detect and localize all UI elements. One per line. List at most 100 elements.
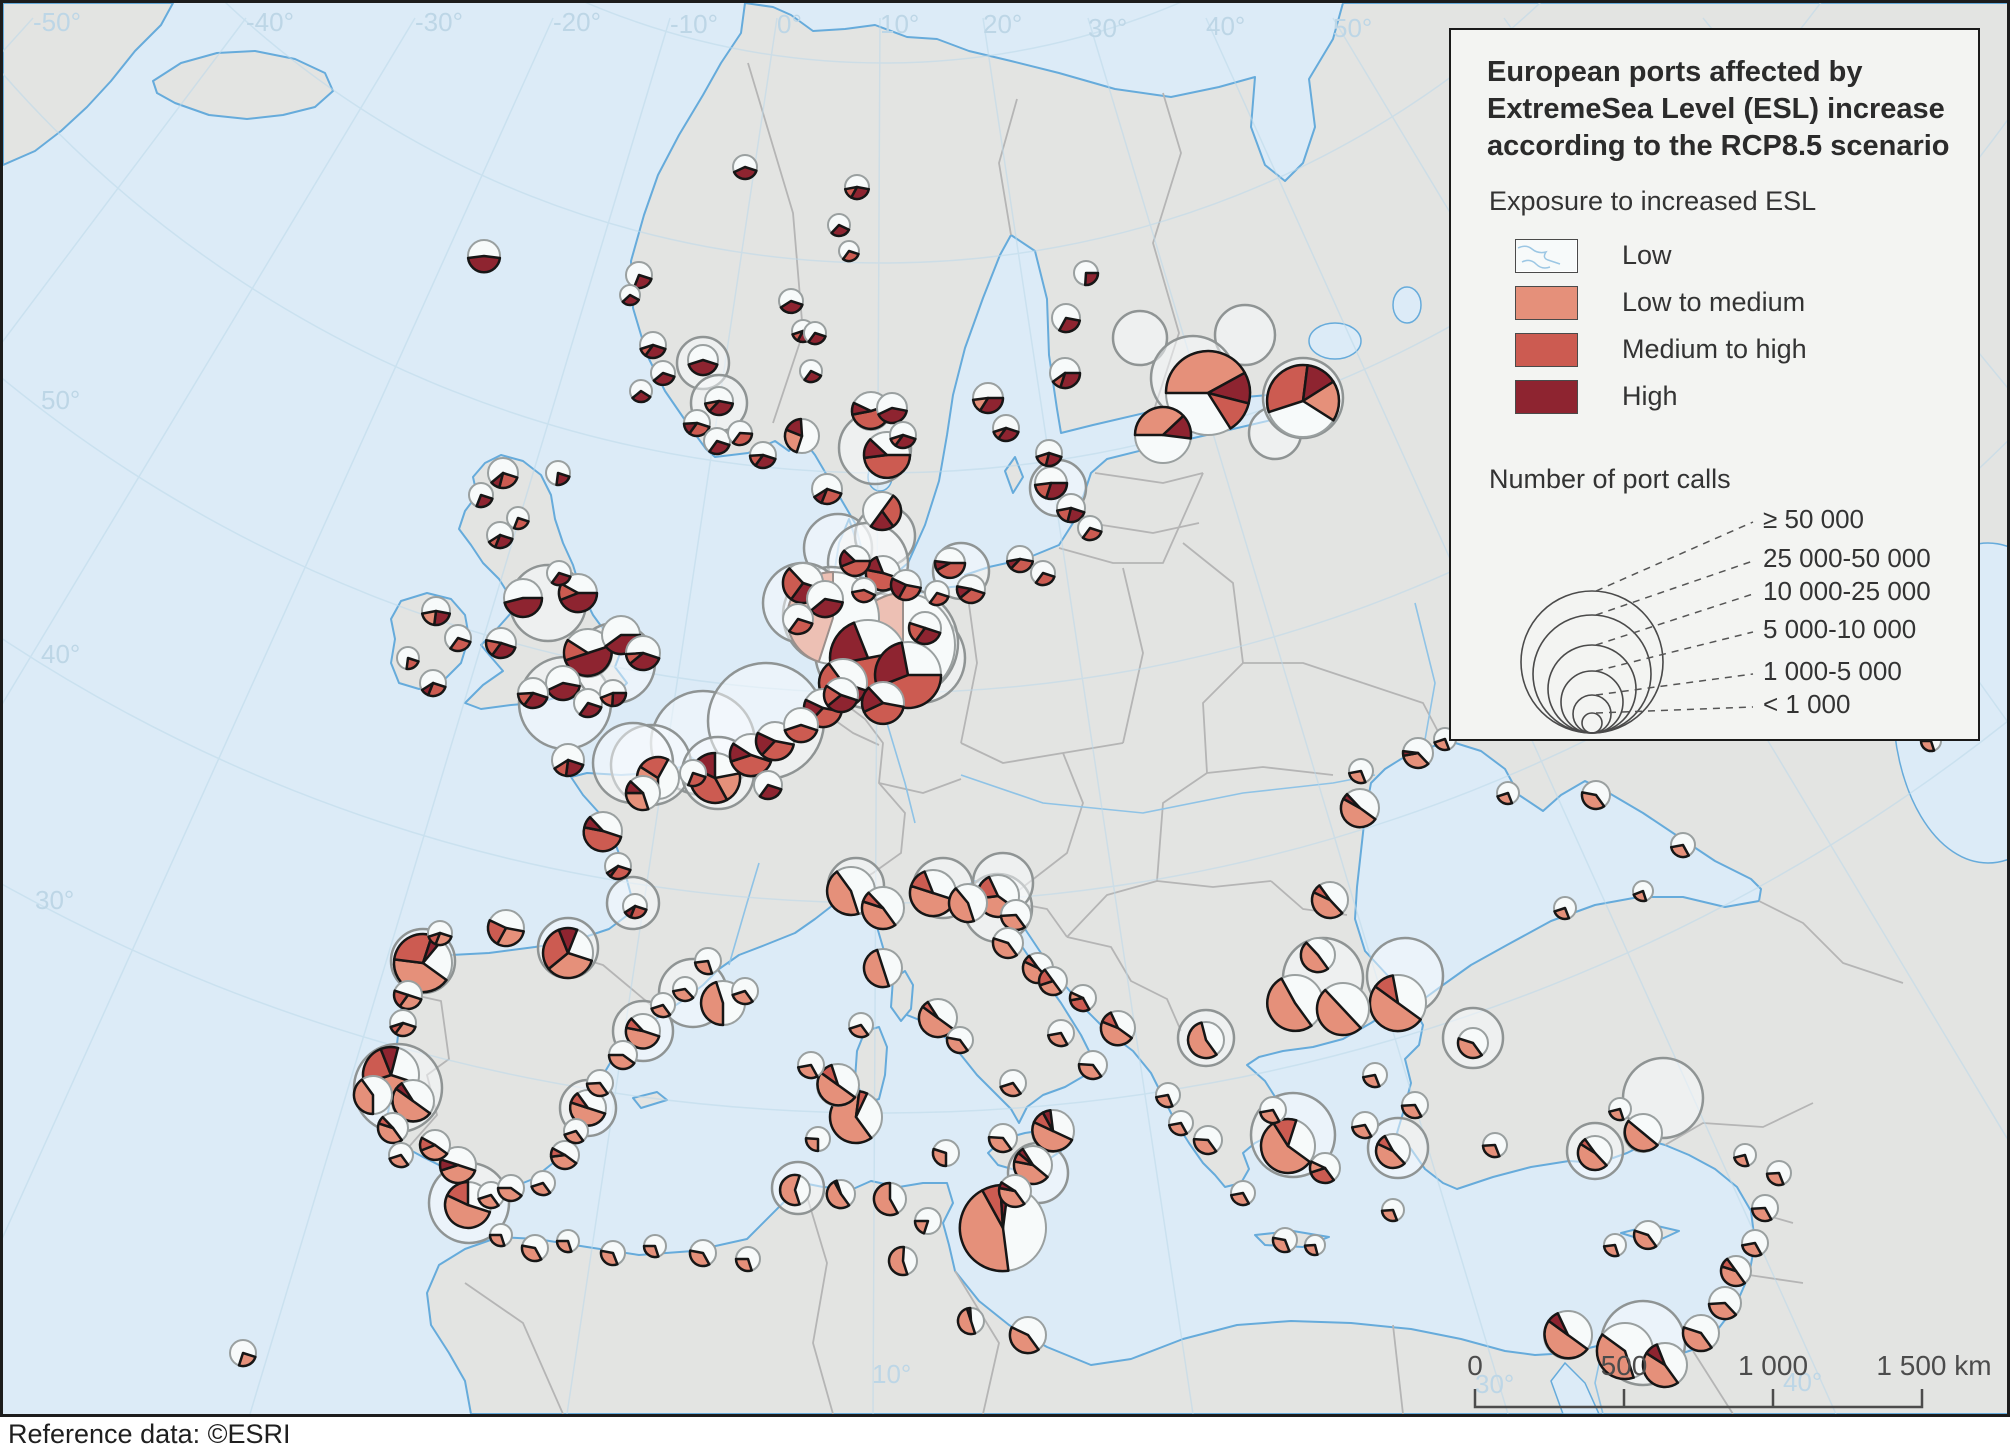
port-pie	[1481, 1132, 1508, 1159]
port-pie	[573, 688, 603, 719]
port-pie	[1077, 515, 1103, 542]
europe-map: -50° -40° -30° -20° -10° 0° 10° 20° 30° 40° 50° 50°…	[3, 3, 2007, 1414]
port-pie	[731, 977, 759, 1006]
port-pie	[1055, 493, 1086, 524]
port-pie	[999, 899, 1032, 932]
port-pie	[418, 1129, 451, 1162]
port-pie	[1033, 466, 1069, 501]
port-pie	[778, 1173, 811, 1207]
port-pie	[908, 869, 957, 918]
port-pie	[1553, 896, 1577, 921]
port-pie	[650, 360, 676, 387]
port-pie	[1347, 758, 1374, 785]
port-pie	[971, 382, 1005, 415]
port-pie	[427, 920, 453, 947]
port-pies	[229, 154, 1942, 1389]
size-class-label: < 1 000	[1763, 689, 1850, 719]
port-pie	[703, 386, 735, 417]
lake-ladoga	[1308, 322, 1362, 360]
scale-bar-label: 0	[1467, 1350, 1483, 1381]
port-pie	[1133, 405, 1193, 464]
scale-bar: 0 500 1 000 1 500 km	[1467, 1350, 1992, 1409]
port-pie	[639, 331, 667, 360]
port-pie	[1632, 1220, 1663, 1251]
port-pie	[1265, 363, 1341, 438]
size-circle	[1581, 712, 1603, 734]
port-pie	[1031, 1108, 1075, 1153]
size-class-label: 25 000-50 000	[1763, 543, 1931, 573]
port-pie	[563, 1118, 589, 1145]
graticule-label: 0°	[777, 9, 802, 39]
port-pie	[1602, 1233, 1627, 1258]
port-pie	[619, 284, 641, 307]
port-pie	[816, 1063, 860, 1107]
port-pie	[1037, 966, 1068, 997]
port-pie	[585, 1069, 614, 1098]
port-pie	[1350, 1111, 1379, 1140]
port-pie	[782, 603, 814, 636]
graticule-label: 30°	[1475, 1369, 1514, 1399]
port-pie	[1368, 974, 1427, 1033]
legend-class-label: Low	[1622, 240, 1672, 270]
port-pie	[822, 677, 859, 714]
port-pie	[748, 441, 777, 470]
port-pie	[860, 681, 905, 726]
port-pie	[732, 154, 758, 181]
port-pie	[466, 239, 502, 274]
port-pie	[862, 491, 903, 532]
size-circle	[1547, 644, 1637, 734]
port-pie	[1099, 1010, 1136, 1047]
legend-class-label: Low to medium	[1622, 287, 1806, 317]
port-pie	[799, 359, 823, 384]
port-pie	[753, 770, 783, 801]
port-pie	[642, 1234, 667, 1259]
port-pie	[389, 1009, 417, 1038]
port-pie	[796, 1051, 825, 1080]
port-pie	[1068, 984, 1097, 1013]
port-pie	[955, 574, 986, 605]
port-pie	[604, 852, 632, 881]
port-pie	[945, 1026, 974, 1055]
graticule-label: 50°	[1333, 13, 1372, 43]
port-pie	[783, 707, 819, 744]
graticule-label: 40°	[1783, 1367, 1822, 1397]
port-pie	[1049, 357, 1082, 390]
swatch-low	[1515, 238, 1578, 273]
port-pie	[1543, 1310, 1593, 1360]
port-pie	[1192, 1125, 1223, 1156]
port-pie	[804, 1126, 831, 1153]
port-pie	[1303, 1234, 1326, 1257]
port-pie	[1632, 880, 1654, 903]
port-pie	[997, 1174, 1032, 1209]
port-pie	[991, 927, 1024, 960]
port-pie	[1271, 1227, 1298, 1254]
scale-bar-label: 500	[1601, 1350, 1648, 1381]
legend-exposure-row: Low to medium	[1515, 279, 1945, 326]
port-pie	[1595, 1322, 1654, 1381]
size-class-label: 5 000-10 000	[1763, 614, 1916, 644]
port-pie	[1496, 781, 1520, 806]
exposure-heading: Exposure to increased ESL	[1489, 186, 1817, 216]
port-pie	[838, 240, 860, 263]
graticule-label: -50°	[33, 7, 81, 37]
exposure-legend: Low Low to medium Medium to high High	[1515, 232, 1945, 420]
port-pie	[811, 473, 843, 506]
port-pie	[1750, 1194, 1779, 1223]
port-pie	[703, 427, 731, 456]
port-pie	[506, 506, 530, 531]
port-pie	[1005, 545, 1035, 574]
port-pie	[488, 1223, 513, 1248]
port-pie	[876, 392, 908, 425]
port-pie	[1308, 1152, 1341, 1185]
port-pie	[688, 1239, 717, 1268]
port-pie	[827, 213, 851, 238]
port-pie	[1077, 1050, 1108, 1081]
port-pie	[520, 1234, 549, 1263]
swatch-high	[1515, 379, 1578, 414]
port-pie	[862, 431, 912, 480]
graticule-label: 10°	[880, 9, 919, 39]
port-pie	[568, 1089, 607, 1127]
swatch-medium-to-high	[1515, 332, 1578, 367]
port-pie	[546, 560, 572, 587]
reference-note: Reference data: ©ESRI	[8, 1419, 291, 1447]
